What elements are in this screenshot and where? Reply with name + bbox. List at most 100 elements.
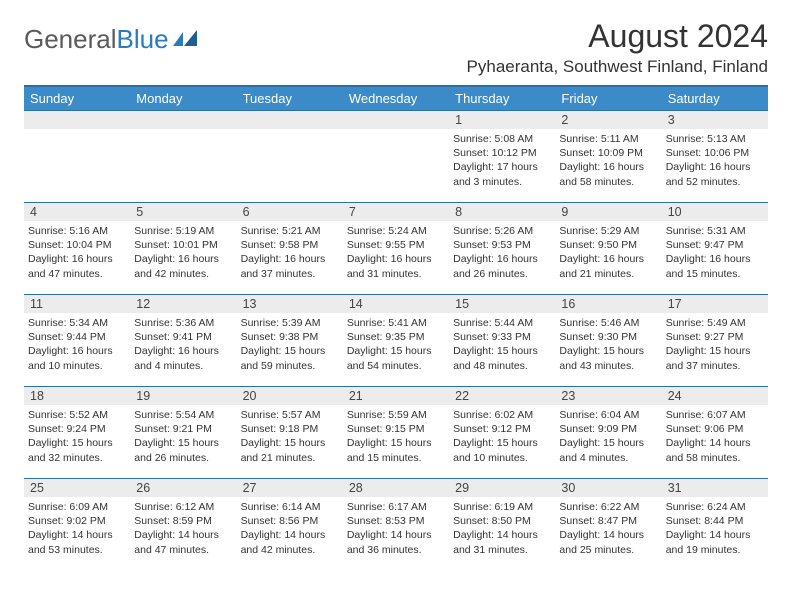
day-details: Sunrise: 5:19 AMSunset: 10:01 PMDaylight… (130, 221, 236, 284)
day-number: 5 (130, 203, 236, 221)
location: Pyhaeranta, Southwest Finland, Finland (467, 57, 768, 77)
day-number: 27 (237, 479, 343, 497)
day-details: Sunrise: 5:13 AMSunset: 10:06 PMDaylight… (662, 129, 768, 192)
weekday-header: Wednesday (343, 86, 449, 111)
weekday-header-row: SundayMondayTuesdayWednesdayThursdayFrid… (24, 86, 768, 111)
day-details: Sunrise: 5:52 AMSunset: 9:24 PMDaylight:… (24, 405, 130, 468)
day-details: Sunrise: 5:21 AMSunset: 9:58 PMDaylight:… (237, 221, 343, 284)
day-number: 11 (24, 295, 130, 313)
day-details: Sunrise: 6:02 AMSunset: 9:12 PMDaylight:… (449, 405, 555, 468)
calendar-day-cell: 26Sunrise: 6:12 AMSunset: 8:59 PMDayligh… (130, 479, 236, 571)
weekday-header: Saturday (662, 86, 768, 111)
header: GeneralBlue August 2024 Pyhaeranta, Sout… (24, 18, 768, 77)
day-details: Sunrise: 5:08 AMSunset: 10:12 PMDaylight… (449, 129, 555, 192)
day-number: 19 (130, 387, 236, 405)
day-details: Sunrise: 5:34 AMSunset: 9:44 PMDaylight:… (24, 313, 130, 376)
day-number: 4 (24, 203, 130, 221)
day-number: 9 (555, 203, 661, 221)
day-details: Sunrise: 5:36 AMSunset: 9:41 PMDaylight:… (130, 313, 236, 376)
calendar-day-cell: 6Sunrise: 5:21 AMSunset: 9:58 PMDaylight… (237, 203, 343, 295)
calendar-day-cell: 10Sunrise: 5:31 AMSunset: 9:47 PMDayligh… (662, 203, 768, 295)
calendar-day-cell (24, 111, 130, 203)
calendar-day-cell: 17Sunrise: 5:49 AMSunset: 9:27 PMDayligh… (662, 295, 768, 387)
calendar-day-cell: 8Sunrise: 5:26 AMSunset: 9:53 PMDaylight… (449, 203, 555, 295)
calendar-week-row: 25Sunrise: 6:09 AMSunset: 9:02 PMDayligh… (24, 479, 768, 571)
day-number: 10 (662, 203, 768, 221)
weekday-header: Tuesday (237, 86, 343, 111)
day-details: Sunrise: 5:41 AMSunset: 9:35 PMDaylight:… (343, 313, 449, 376)
day-details: Sunrise: 6:17 AMSunset: 8:53 PMDaylight:… (343, 497, 449, 560)
day-details: Sunrise: 5:11 AMSunset: 10:09 PMDaylight… (555, 129, 661, 192)
calendar-day-cell: 25Sunrise: 6:09 AMSunset: 9:02 PMDayligh… (24, 479, 130, 571)
calendar-day-cell (130, 111, 236, 203)
weekday-header: Sunday (24, 86, 130, 111)
day-number: 8 (449, 203, 555, 221)
brand-logo: GeneralBlue (24, 18, 199, 55)
calendar-week-row: 18Sunrise: 5:52 AMSunset: 9:24 PMDayligh… (24, 387, 768, 479)
calendar-day-cell: 9Sunrise: 5:29 AMSunset: 9:50 PMDaylight… (555, 203, 661, 295)
day-number: 7 (343, 203, 449, 221)
day-number: 17 (662, 295, 768, 313)
day-details: Sunrise: 6:14 AMSunset: 8:56 PMDaylight:… (237, 497, 343, 560)
calendar-day-cell: 29Sunrise: 6:19 AMSunset: 8:50 PMDayligh… (449, 479, 555, 571)
calendar-day-cell: 24Sunrise: 6:07 AMSunset: 9:06 PMDayligh… (662, 387, 768, 479)
day-number: 14 (343, 295, 449, 313)
day-number: 15 (449, 295, 555, 313)
calendar-day-cell: 4Sunrise: 5:16 AMSunset: 10:04 PMDayligh… (24, 203, 130, 295)
calendar-day-cell: 1Sunrise: 5:08 AMSunset: 10:12 PMDayligh… (449, 111, 555, 203)
calendar-day-cell: 12Sunrise: 5:36 AMSunset: 9:41 PMDayligh… (130, 295, 236, 387)
day-number: 28 (343, 479, 449, 497)
calendar-day-cell: 20Sunrise: 5:57 AMSunset: 9:18 PMDayligh… (237, 387, 343, 479)
day-number: 21 (343, 387, 449, 405)
calendar-day-cell: 3Sunrise: 5:13 AMSunset: 10:06 PMDayligh… (662, 111, 768, 203)
weekday-header: Thursday (449, 86, 555, 111)
brand-part2: Blue (117, 24, 169, 55)
title-block: August 2024 Pyhaeranta, Southwest Finlan… (467, 18, 768, 77)
calendar-day-cell (343, 111, 449, 203)
day-number: 13 (237, 295, 343, 313)
calendar-day-cell: 11Sunrise: 5:34 AMSunset: 9:44 PMDayligh… (24, 295, 130, 387)
day-number: 23 (555, 387, 661, 405)
calendar-week-row: 4Sunrise: 5:16 AMSunset: 10:04 PMDayligh… (24, 203, 768, 295)
day-number: 25 (24, 479, 130, 497)
day-number: 24 (662, 387, 768, 405)
day-number: 3 (662, 111, 768, 129)
month-title: August 2024 (467, 18, 768, 55)
day-details: Sunrise: 5:44 AMSunset: 9:33 PMDaylight:… (449, 313, 555, 376)
calendar-day-cell: 19Sunrise: 5:54 AMSunset: 9:21 PMDayligh… (130, 387, 236, 479)
calendar-day-cell: 16Sunrise: 5:46 AMSunset: 9:30 PMDayligh… (555, 295, 661, 387)
calendar-day-cell: 14Sunrise: 5:41 AMSunset: 9:35 PMDayligh… (343, 295, 449, 387)
day-details: Sunrise: 5:49 AMSunset: 9:27 PMDaylight:… (662, 313, 768, 376)
day-details: Sunrise: 6:22 AMSunset: 8:47 PMDaylight:… (555, 497, 661, 560)
weekday-header: Monday (130, 86, 236, 111)
day-number: 6 (237, 203, 343, 221)
day-details: Sunrise: 5:46 AMSunset: 9:30 PMDaylight:… (555, 313, 661, 376)
calendar-week-row: 11Sunrise: 5:34 AMSunset: 9:44 PMDayligh… (24, 295, 768, 387)
day-details: Sunrise: 5:59 AMSunset: 9:15 PMDaylight:… (343, 405, 449, 468)
day-details: Sunrise: 5:26 AMSunset: 9:53 PMDaylight:… (449, 221, 555, 284)
day-number: 29 (449, 479, 555, 497)
day-details: Sunrise: 6:09 AMSunset: 9:02 PMDaylight:… (24, 497, 130, 560)
day-number: 31 (662, 479, 768, 497)
day-details: Sunrise: 5:54 AMSunset: 9:21 PMDaylight:… (130, 405, 236, 468)
day-number: 1 (449, 111, 555, 129)
day-details: Sunrise: 5:29 AMSunset: 9:50 PMDaylight:… (555, 221, 661, 284)
day-details: Sunrise: 6:19 AMSunset: 8:50 PMDaylight:… (449, 497, 555, 560)
calendar-day-cell: 22Sunrise: 6:02 AMSunset: 9:12 PMDayligh… (449, 387, 555, 479)
day-details: Sunrise: 6:24 AMSunset: 8:44 PMDaylight:… (662, 497, 768, 560)
calendar-day-cell: 2Sunrise: 5:11 AMSunset: 10:09 PMDayligh… (555, 111, 661, 203)
day-details: Sunrise: 5:16 AMSunset: 10:04 PMDaylight… (24, 221, 130, 284)
calendar-body: 1Sunrise: 5:08 AMSunset: 10:12 PMDayligh… (24, 111, 768, 571)
day-details: Sunrise: 5:39 AMSunset: 9:38 PMDaylight:… (237, 313, 343, 376)
calendar-day-cell: 18Sunrise: 5:52 AMSunset: 9:24 PMDayligh… (24, 387, 130, 479)
calendar-day-cell: 31Sunrise: 6:24 AMSunset: 8:44 PMDayligh… (662, 479, 768, 571)
flag-icon (173, 24, 199, 55)
calendar-day-cell: 30Sunrise: 6:22 AMSunset: 8:47 PMDayligh… (555, 479, 661, 571)
day-details: Sunrise: 6:04 AMSunset: 9:09 PMDaylight:… (555, 405, 661, 468)
weekday-header: Friday (555, 86, 661, 111)
calendar-table: SundayMondayTuesdayWednesdayThursdayFrid… (24, 85, 768, 571)
day-number: 30 (555, 479, 661, 497)
day-details: Sunrise: 5:31 AMSunset: 9:47 PMDaylight:… (662, 221, 768, 284)
day-number: 16 (555, 295, 661, 313)
calendar-day-cell: 7Sunrise: 5:24 AMSunset: 9:55 PMDaylight… (343, 203, 449, 295)
